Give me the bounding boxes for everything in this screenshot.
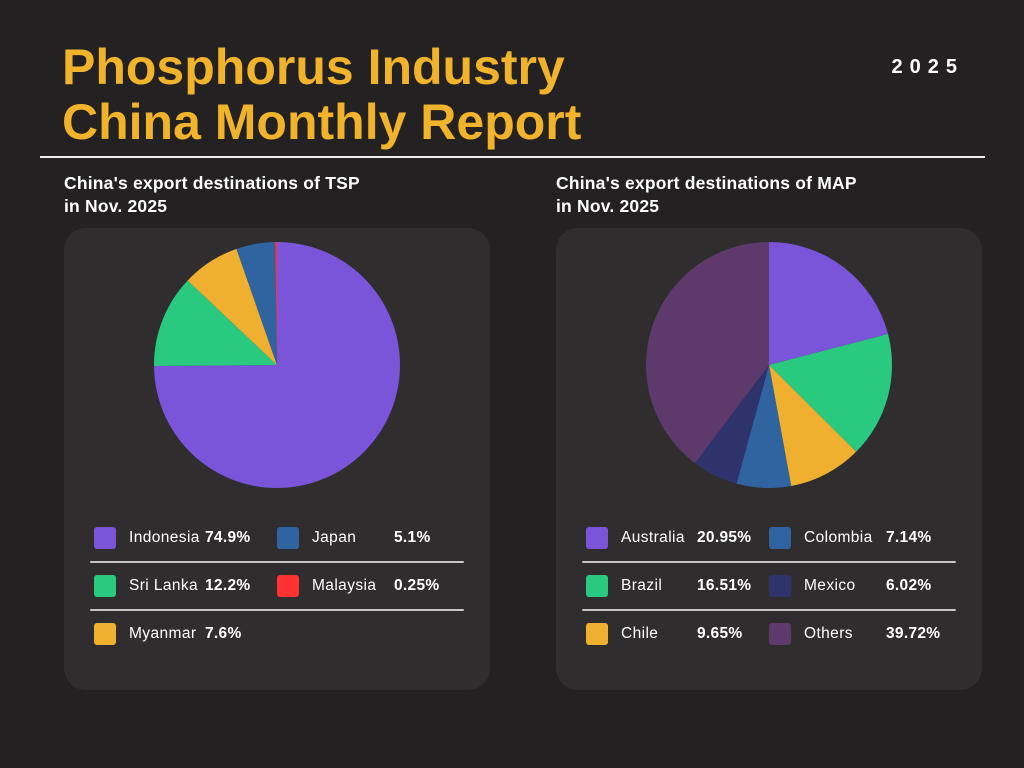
legend-row: Myanmar 7.6% xyxy=(90,611,464,657)
panel-tsp-heading-line1: China's export destinations of TSP xyxy=(64,173,360,193)
legend-swatch-sri-lanka xyxy=(94,575,116,597)
legend-swatch-japan xyxy=(277,527,299,549)
legend-item-others: Others 39.72% xyxy=(769,623,952,645)
panel-tsp-heading-line2: in Nov. 2025 xyxy=(64,196,168,216)
panel-map-heading-line1: China's export destinations of MAP xyxy=(556,173,857,193)
pie-chart-map xyxy=(556,228,982,488)
pie-slice-australia xyxy=(769,242,889,365)
legend-label: Mexico xyxy=(804,577,856,594)
legend-label: Indonesia xyxy=(129,529,200,546)
legend-value: 12.2% xyxy=(205,577,251,594)
pie-slice-malaysia xyxy=(275,242,277,365)
legend-value: 7.6% xyxy=(205,625,242,642)
pie-slice-mexico xyxy=(694,365,769,484)
panel-map-heading-line2: in Nov. 2025 xyxy=(556,196,660,216)
legend-value: 0.25% xyxy=(394,577,440,594)
legend-label: Colombia xyxy=(804,529,873,546)
legend-item-australia: Australia 20.95% xyxy=(586,527,769,549)
legend-row: Indonesia 74.9% Japan 5.1% xyxy=(90,515,464,561)
legend-value: 20.95% xyxy=(697,529,752,546)
legend-swatch-brazil xyxy=(586,575,608,597)
legend-label: Australia xyxy=(621,529,685,546)
legend-row: Sri Lanka 12.2% Malaysia 0.25% xyxy=(90,563,464,609)
legend-label: Brazil xyxy=(621,577,663,594)
legend-row: Chile 9.65% Others 39.72% xyxy=(582,611,956,657)
card-tsp: Indonesia 74.9% Japan 5.1% Sri Lanka 12.… xyxy=(64,228,490,690)
card-map: Australia 20.95% Colombia 7.14% Brazil 1… xyxy=(556,228,982,690)
pie-slice-sri-lanka xyxy=(154,280,277,367)
legend-divider xyxy=(582,561,956,563)
legend-value: 39.72% xyxy=(886,625,941,642)
legend-item-sri-lanka: Sri Lanka 12.2% xyxy=(94,575,277,597)
legend-swatch-others xyxy=(769,623,791,645)
page-title: Phosphorus Industry China Monthly Report xyxy=(62,40,581,150)
legend-swatch-malaysia xyxy=(277,575,299,597)
legend-item-malaysia: Malaysia 0.25% xyxy=(277,575,460,597)
legend-item-mexico: Mexico 6.02% xyxy=(769,575,952,597)
legend-label: Myanmar xyxy=(129,625,197,642)
legend-value: 16.51% xyxy=(697,577,752,594)
legend-item-colombia: Colombia 7.14% xyxy=(769,527,952,549)
legend-label: Malaysia xyxy=(312,577,377,594)
legend-divider xyxy=(582,609,956,611)
panel-tsp: China's export destinations of TSP in No… xyxy=(64,172,490,690)
legend-item-brazil: Brazil 16.51% xyxy=(586,575,769,597)
page-title-line1: Phosphorus Industry xyxy=(62,39,565,95)
legend-map: Australia 20.95% Colombia 7.14% Brazil 1… xyxy=(582,515,956,657)
legend-item-myanmar: Myanmar 7.6% xyxy=(94,623,277,645)
legend-swatch-indonesia xyxy=(94,527,116,549)
legend-value: 6.02% xyxy=(886,577,932,594)
panel-map: China's export destinations of MAP in No… xyxy=(556,172,982,690)
legend-row: Australia 20.95% Colombia 7.14% xyxy=(582,515,956,561)
year-label: 2025 xyxy=(891,56,964,78)
pie-slice-myanmar xyxy=(187,248,277,365)
legend-label: Sri Lanka xyxy=(129,577,199,594)
legend-value: 74.9% xyxy=(205,529,251,546)
legend-label: Others xyxy=(804,625,853,642)
pie-slice-others xyxy=(646,242,769,464)
pie-chart-tsp xyxy=(64,228,490,488)
pie-slice-indonesia xyxy=(154,242,400,488)
legend-item-japan: Japan 5.1% xyxy=(277,527,460,549)
legend-label: Japan xyxy=(312,529,357,546)
legend-tsp: Indonesia 74.9% Japan 5.1% Sri Lanka 12.… xyxy=(90,515,464,657)
legend-value: 9.65% xyxy=(697,625,743,642)
panel-map-heading: China's export destinations of MAP in No… xyxy=(556,172,982,218)
legend-label: Chile xyxy=(621,625,659,642)
legend-row: Brazil 16.51% Mexico 6.02% xyxy=(582,563,956,609)
legend-item-chile: Chile 9.65% xyxy=(586,623,769,645)
legend-divider xyxy=(90,561,464,563)
pie-slice-japan xyxy=(236,242,277,365)
panel-tsp-heading: China's export destinations of TSP in No… xyxy=(64,172,490,218)
pie-slice-colombia xyxy=(736,365,792,488)
legend-swatch-myanmar xyxy=(94,623,116,645)
legend-item-indonesia: Indonesia 74.9% xyxy=(94,527,277,549)
pie-slice-chile xyxy=(769,365,857,486)
title-divider xyxy=(40,156,985,158)
legend-value: 7.14% xyxy=(886,529,932,546)
legend-divider xyxy=(90,609,464,611)
legend-value: 5.1% xyxy=(394,529,431,546)
legend-swatch-mexico xyxy=(769,575,791,597)
legend-swatch-chile xyxy=(586,623,608,645)
legend-swatch-colombia xyxy=(769,527,791,549)
page-title-line2: China Monthly Report xyxy=(62,94,582,150)
pie-slice-brazil xyxy=(769,334,892,452)
legend-swatch-australia xyxy=(586,527,608,549)
